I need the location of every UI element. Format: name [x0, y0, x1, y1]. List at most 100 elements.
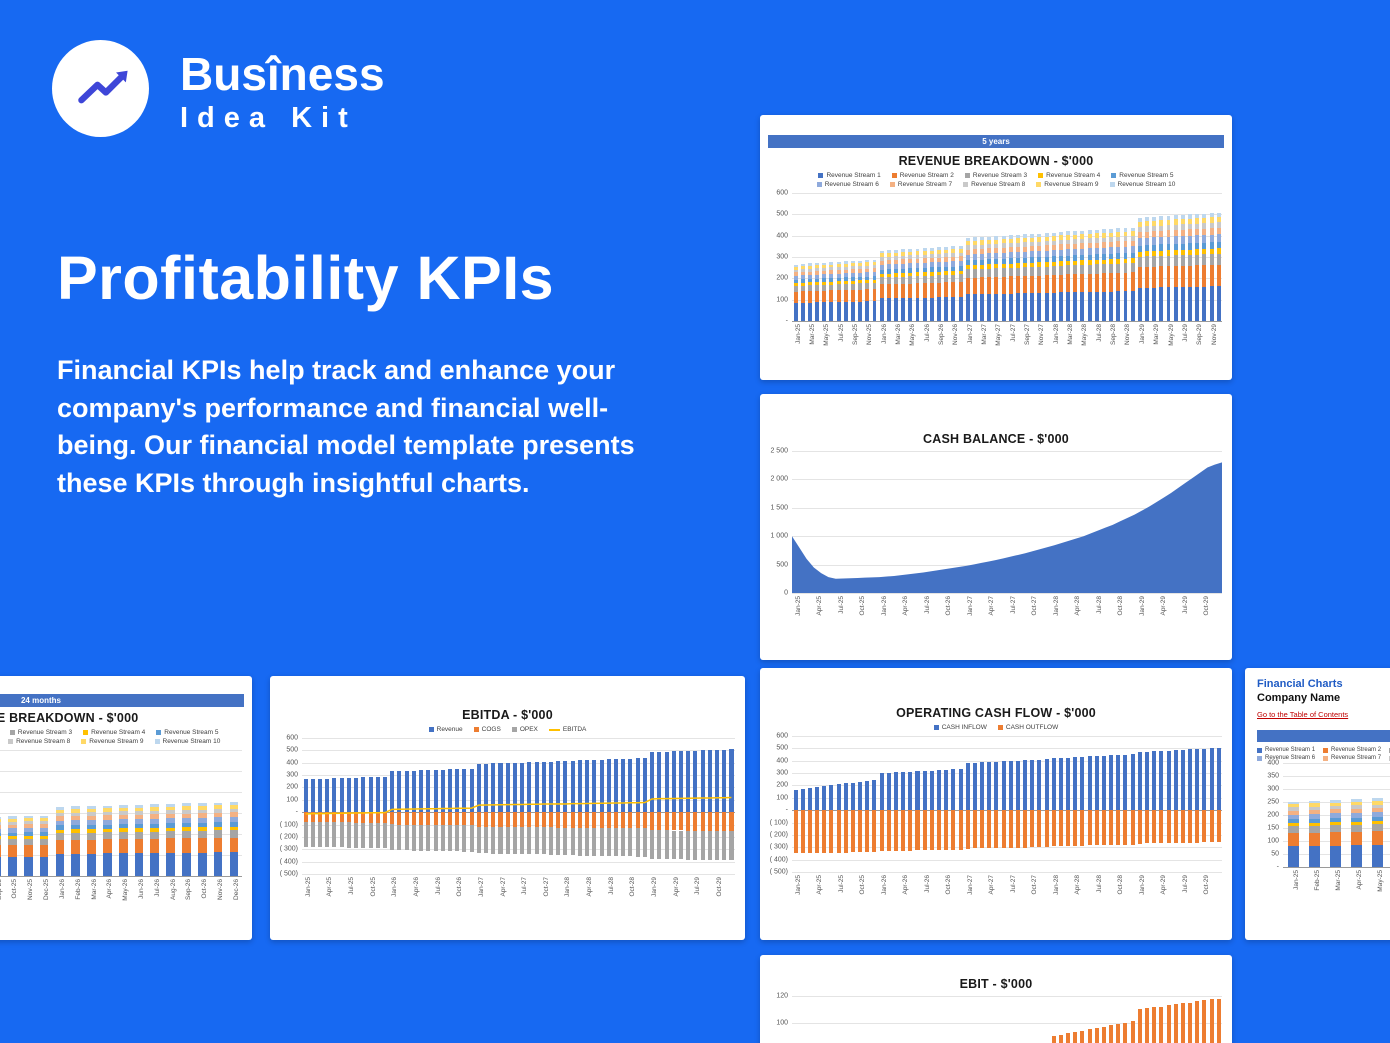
- bar: [1108, 736, 1115, 872]
- bar-segment: [972, 265, 977, 270]
- bar: [964, 996, 971, 1043]
- bar-segment: [419, 824, 424, 851]
- x-slot: Apr-25: [814, 596, 823, 636]
- bar-segment: [197, 830, 207, 839]
- bar-segment: [937, 770, 942, 811]
- x-slot: Oct-26: [943, 875, 952, 915]
- x-slot: Oct-28: [1115, 596, 1124, 636]
- bar-segment: [1371, 845, 1384, 867]
- bar: [1304, 763, 1325, 867]
- ebitda-chart: Revenue COGS OPEX EBITDA 600 500 400 300 200 100-…: [270, 726, 745, 917]
- x-slot: [978, 875, 985, 915]
- bar: [978, 996, 985, 1043]
- x-slot: [677, 877, 684, 917]
- bar-segment: [229, 826, 239, 831]
- bar-segment: [592, 812, 597, 828]
- bar-segment: [55, 825, 65, 830]
- x-slot: Jan-25: [1283, 870, 1304, 906]
- bar: [849, 736, 856, 872]
- y-axis: 2 500 2 000 1 500 1 000 500 0: [770, 447, 788, 597]
- bar-segment: [1130, 272, 1135, 292]
- bar-segment: [908, 283, 913, 298]
- x-slot: [490, 877, 497, 917]
- bar: [1000, 193, 1007, 321]
- x-slot: May-27: [993, 324, 1002, 364]
- x-slot: Nov-25: [864, 324, 873, 364]
- bar-segment: [1094, 264, 1099, 274]
- bar-segment: [1037, 237, 1042, 242]
- bar-segment: [455, 812, 460, 826]
- bar-segment: [1102, 242, 1106, 248]
- bar-segment: [1202, 213, 1207, 218]
- bar-segment: [1137, 217, 1142, 222]
- bar-segment: [1109, 241, 1114, 248]
- bar-segment: [843, 269, 848, 274]
- bar-segment: [815, 282, 820, 286]
- bar: [1022, 736, 1029, 872]
- bar-segment: [1166, 1005, 1171, 1043]
- legend-item: Revenue: [428, 726, 463, 733]
- x-slot: May-26: [907, 324, 916, 364]
- bar: [497, 738, 504, 874]
- bar-segment: [1371, 804, 1384, 809]
- bar-segment: [346, 777, 351, 813]
- bar-segment: [426, 770, 431, 813]
- bar: [1093, 193, 1100, 321]
- bar: [1050, 996, 1057, 1043]
- x-slot: [1122, 596, 1129, 636]
- bar: [806, 736, 813, 872]
- bar: [1129, 193, 1136, 321]
- bar: [1072, 736, 1079, 872]
- bar-segment: [1116, 1024, 1121, 1043]
- bar: [1022, 996, 1029, 1043]
- legend-item: Revenue Stream 1: [1257, 747, 1315, 753]
- bar-segment: [118, 819, 128, 825]
- bar: [1115, 996, 1122, 1043]
- bar-segment: [134, 838, 144, 854]
- bar-segment: [1058, 235, 1063, 240]
- x-slot: [1086, 596, 1093, 636]
- x-slot: [1201, 324, 1208, 364]
- bar-segment: [1180, 249, 1185, 256]
- gridline: [1283, 763, 1390, 764]
- bar-segment: [850, 283, 855, 290]
- bar-segment: [1350, 817, 1363, 822]
- table-of-contents-link[interactable]: Go to the Table of Contents: [1257, 710, 1349, 719]
- bar: [935, 193, 942, 321]
- bar-segment: [793, 285, 798, 292]
- bar-segment: [836, 810, 841, 853]
- bar-segment: [404, 770, 409, 813]
- bar-segment: [541, 812, 546, 828]
- bar-segment: [886, 264, 891, 270]
- bar-segment: [1145, 245, 1149, 252]
- bar-segment: [361, 812, 366, 823]
- bar-segment: [671, 751, 676, 813]
- x-slot: [620, 877, 627, 917]
- bar: [396, 738, 403, 874]
- plot-area: [792, 996, 1222, 1043]
- x-slot: Nov-26: [210, 879, 226, 925]
- bar-segment: [1180, 749, 1185, 811]
- x-slot: [1014, 596, 1021, 636]
- bar-segment: [1073, 274, 1078, 293]
- bar-segment: [865, 283, 870, 290]
- legend-swatch: [511, 727, 517, 732]
- plot-area: [792, 451, 1222, 594]
- bar-segment: [606, 828, 611, 857]
- bar-segment: [1023, 251, 1028, 258]
- x-slot: [663, 877, 670, 917]
- bar-segment: [1159, 244, 1164, 251]
- bar: [706, 738, 713, 874]
- bar-segment: [1023, 760, 1028, 811]
- bar-segment: [0, 816, 1, 820]
- bar-segment: [1030, 262, 1035, 268]
- bar-segment: [965, 245, 970, 250]
- bar-segment: [980, 248, 985, 254]
- x-slot: Nov-25: [20, 879, 36, 925]
- bar-segment: [1123, 246, 1128, 254]
- bar-segment: [1180, 219, 1185, 225]
- bar-segment: [958, 248, 963, 253]
- bar-segment: [987, 253, 992, 260]
- bar: [1208, 736, 1215, 872]
